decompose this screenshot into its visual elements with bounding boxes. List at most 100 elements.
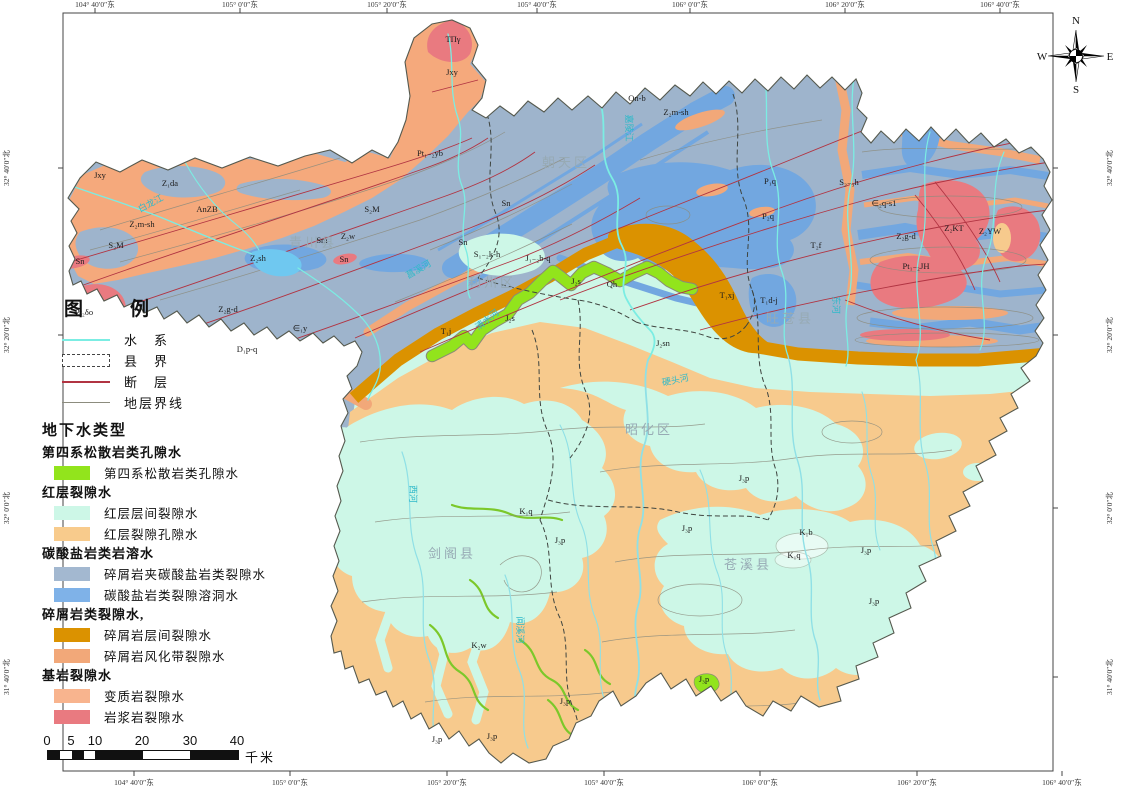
geo-unit-label: J₂s — [505, 313, 515, 323]
geo-unit-label: J₃p — [487, 731, 498, 741]
legend-swatch-row: 变质岩裂隙水 — [54, 685, 328, 706]
lon-label: 104° 40′0″东 — [75, 0, 115, 9]
color-swatch — [54, 709, 90, 724]
geo-unit-label: J₃p — [699, 674, 710, 684]
compass-w-label: W — [1037, 51, 1048, 63]
geo-unit-label: P₁q — [764, 176, 777, 186]
river-line-sample — [62, 338, 110, 341]
groundwater-type-title: 地下水类型 — [42, 423, 128, 439]
lat-label: 32° 0′0″北 — [2, 491, 11, 524]
geo-unit-label: T₂f — [811, 240, 822, 250]
geo-unit-label: J₃p — [555, 535, 566, 545]
fault-line-sample — [62, 380, 110, 383]
geo-unit-label: Sn — [502, 198, 512, 208]
legend-swatch-row: 第四系松散岩类孔隙水 — [54, 462, 328, 483]
legend-item-fault: 断 层 — [62, 371, 328, 392]
district-label: 青川县 — [289, 235, 337, 250]
district-label: 朝天区 — [542, 155, 590, 170]
compass-s-label: S — [1073, 84, 1079, 96]
geo-unit-label: On-b — [628, 93, 645, 103]
geo-unit-label: K₁b — [799, 527, 812, 537]
district-label: 利州区 — [468, 275, 516, 290]
geo-unit-label: ΤΠγ — [445, 34, 460, 44]
geo-unit-label: D₁p-q — [237, 344, 258, 354]
lon-label: 105° 40′0″东 — [584, 777, 624, 787]
compass-n-label: N — [1072, 15, 1080, 27]
county-boundary-lines — [477, 93, 779, 763]
stratum-line-sample — [62, 402, 110, 403]
geo-unit-label: Jxy — [94, 170, 107, 180]
river-label: 嘉陵江 — [624, 114, 635, 141]
district-label: 昭化区 — [625, 422, 673, 437]
lon-label: 105° 0′0″东 — [272, 777, 308, 787]
geo-unit-label: Pt₁₋₂yb — [417, 148, 443, 158]
legend-item-stratum-boundary: 地层界线 — [62, 392, 328, 413]
lon-label: 105° 20′0″东 — [427, 777, 467, 787]
scale-unit-label: 千米 — [245, 750, 276, 765]
lon-label: 105° 0′0″东 — [222, 0, 258, 9]
lon-label: 106° 40′0″东 — [980, 0, 1020, 9]
scale-tick: 10 — [87, 733, 103, 748]
lat-label: 32° 0′0″北 — [1105, 491, 1114, 524]
lon-label: 106° 20′0″东 — [825, 0, 865, 9]
legend-swatch-row: 红层裂隙孔隙水 — [54, 523, 328, 544]
scale-bar: 0 5 10 20 30 40 千米 — [43, 733, 345, 769]
group-heading: 碎屑岩类裂隙水, — [42, 607, 145, 622]
geo-unit-label: Sn — [340, 254, 350, 264]
lat-label: 31° 40′0″北 — [2, 659, 11, 695]
geo-unit-label: J₃p — [560, 696, 571, 706]
geo-unit-label: S₂M — [108, 240, 124, 250]
scale-tick: 20 — [134, 733, 150, 748]
legend-swatch-row: 岩浆岩裂隙水 — [54, 706, 328, 727]
geo-unit-label: T₁j — [441, 326, 452, 336]
geo-unit-label: Pt₁₋₂JH — [903, 261, 930, 271]
geo-unit-label: AnZB — [196, 204, 218, 214]
lon-label: 106° 0′0″东 — [742, 777, 778, 787]
geo-unit-label: S₂M — [364, 204, 380, 214]
region-outline — [67, 19, 1053, 764]
color-swatch — [54, 526, 90, 541]
geo-unit-label: Jxy — [446, 67, 459, 77]
geo-unit-label: J₃p — [682, 523, 693, 533]
color-swatch — [54, 587, 90, 602]
geo-unit-label: J₂s — [571, 276, 581, 286]
lat-label: 32° 20′0″北 — [2, 317, 11, 353]
group-heading: 基岩裂隙水 — [42, 668, 113, 683]
district-label: 苍溪县 — [724, 557, 772, 572]
map-labels: ΤΠγ Jxy Jxy Z₁da AnZB Z₂m-sh S₂M Sn Pt₂δo Z₂g-d ∈₁… — [75, 34, 1001, 744]
geo-unit-label: Z₂sh — [250, 253, 266, 263]
legend-item-county-boundary: 县 界 — [62, 350, 328, 371]
county-boundary-sample — [62, 354, 110, 367]
legend-swatch-row: 碎屑岩风化带裂隙水 — [54, 645, 328, 666]
lon-label: 105° 40′0″东 — [517, 0, 557, 9]
color-swatch — [54, 465, 90, 480]
lat-label: 32° 40′0″北 — [2, 150, 11, 186]
color-swatch — [54, 627, 90, 642]
geo-unit-label: Z₂w — [341, 231, 356, 241]
geo-unit-label: T₁xj — [720, 290, 735, 300]
geo-unit-label: Z₂KT — [944, 223, 964, 233]
legend-swatch-row: 红层层间裂隙水 — [54, 502, 328, 523]
scale-tick: 0 — [43, 733, 51, 748]
lat-label: 31° 40′0″北 — [1105, 659, 1114, 695]
legend-panel: 图 例 水 系 县 界 断 层 地层界线 地下水类型 第四系松散岩类孔隙水 第四… — [42, 294, 328, 727]
color-swatch — [54, 566, 90, 581]
legend-title: 图 例 — [64, 299, 164, 320]
legend-swatch-row: 碎屑岩层间裂隙水 — [54, 624, 328, 645]
geo-unit-label: ∈₁y — [293, 323, 308, 333]
geo-unit-label: K₁q — [787, 550, 801, 560]
geo-unit-label: Z₂YW — [979, 226, 1001, 236]
color-swatch — [54, 505, 90, 520]
compass-e-label: E — [1107, 51, 1114, 63]
geo-unit-label: Sn — [459, 237, 469, 247]
scale-tick: 40 — [229, 733, 245, 748]
legend-swatch-row: 碳酸盐岩类裂隙溶洞水 — [54, 584, 328, 605]
geo-unit-label: J₂sn — [656, 338, 671, 348]
geo-unit-label: J₃p — [861, 545, 872, 555]
scale-tick: 30 — [182, 733, 198, 748]
geo-unit-label: P₂q — [762, 211, 775, 221]
geo-unit-label: T₁d-j — [760, 295, 778, 305]
